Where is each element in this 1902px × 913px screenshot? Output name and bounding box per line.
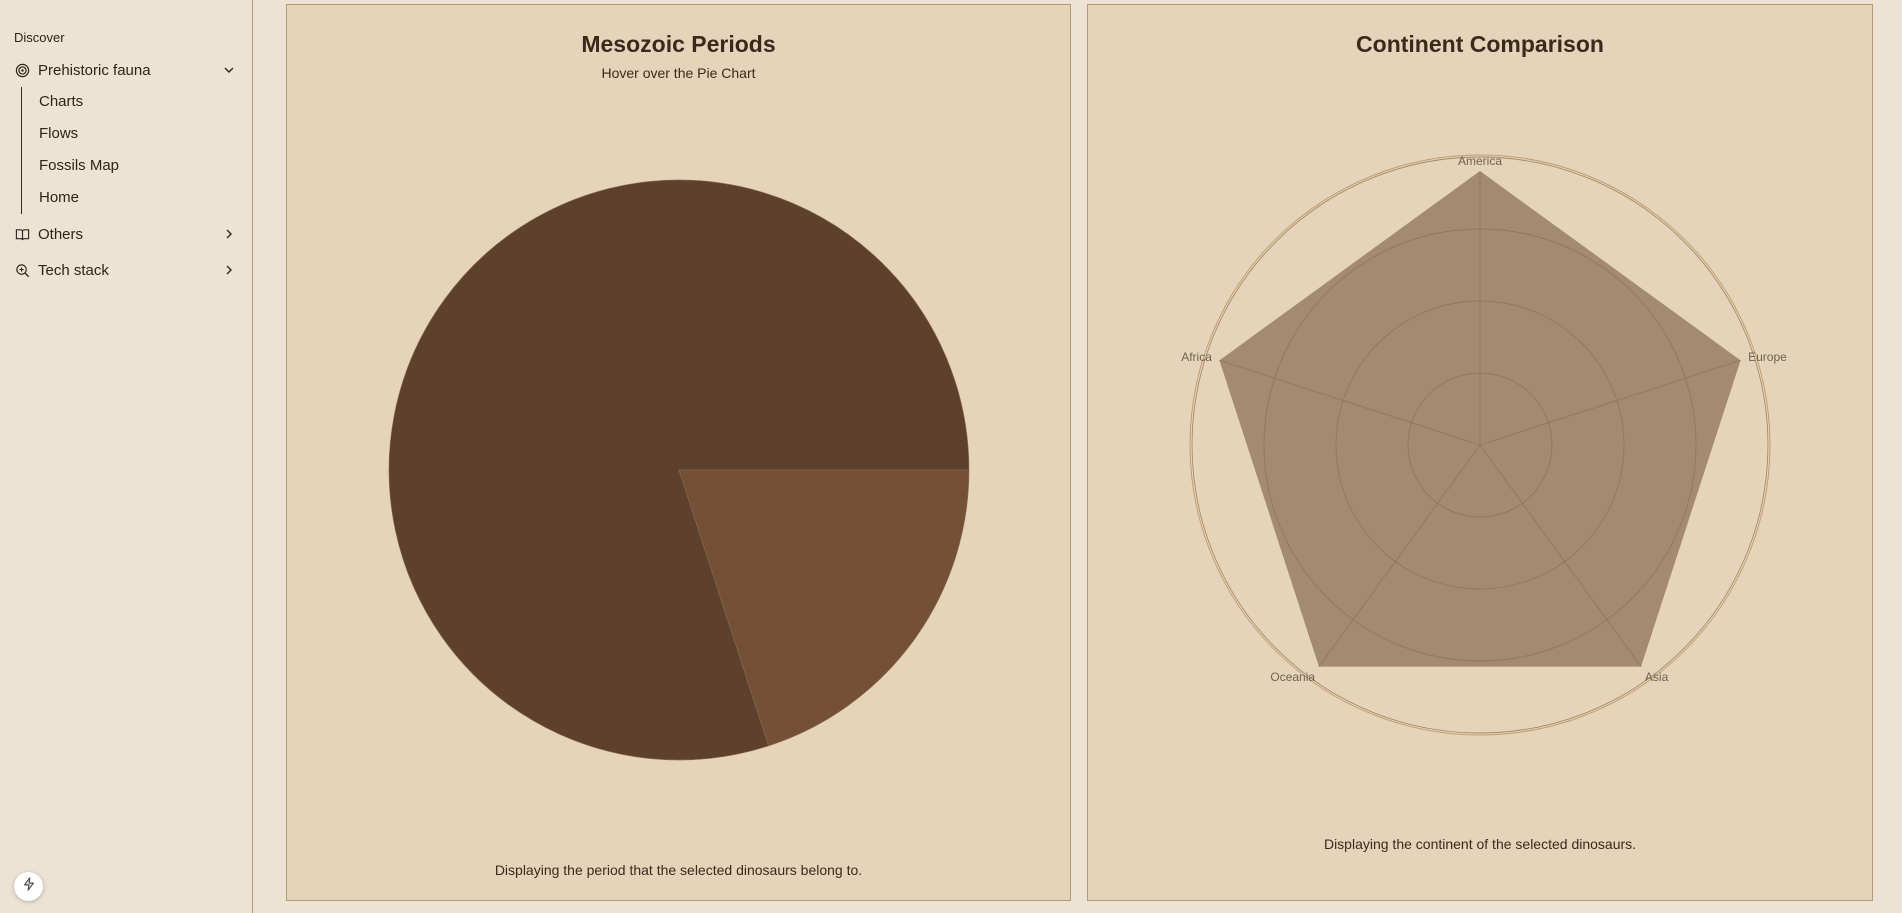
sidebar-item-tech-stack[interactable]: Tech stack	[14, 257, 236, 283]
pie-chart	[388, 179, 970, 761]
book-icon	[14, 226, 30, 242]
card-title: Mesozoic Periods	[581, 31, 776, 57]
sidebar-item-label: Tech stack	[38, 261, 109, 279]
radar-axis-label: Asia	[1645, 670, 1669, 684]
sidebar: Discover Prehistoric fauna Charts Flows …	[0, 0, 253, 913]
pie-slice[interactable]	[678, 469, 970, 747]
sidebar-item-prehistoric-fauna[interactable]: Prehistoric fauna	[14, 57, 236, 83]
devtools-button[interactable]	[14, 872, 43, 901]
radar-axis-label: Europe	[1748, 350, 1787, 364]
sidebar-group-label: Discover	[14, 30, 65, 45]
chevron-right-icon[interactable]	[222, 227, 236, 241]
card-subtitle: Hover over the Pie Chart	[601, 65, 756, 81]
sidebar-item-label: Prehistoric fauna	[38, 61, 151, 79]
radar-spoke	[1219, 359, 1481, 446]
sidebar-item-label: Others	[38, 225, 84, 243]
chevron-right-icon[interactable]	[222, 263, 236, 277]
sidebar-subitem-home[interactable]: Home	[39, 189, 80, 206]
radar-spoke	[1318, 444, 1481, 667]
radar-axis-label: America	[1458, 154, 1502, 168]
radar-axis-label: Africa	[1181, 350, 1212, 364]
lightning-icon	[22, 877, 36, 896]
chevron-down-icon[interactable]	[222, 63, 236, 77]
radar-spoke	[1479, 359, 1741, 446]
sidebar-subitem-flows[interactable]: Flows	[39, 125, 79, 142]
sidebar-subitem-charts[interactable]: Charts	[39, 93, 84, 110]
radar-grid-ring	[1191, 156, 1769, 734]
spiral-icon	[14, 62, 30, 78]
sidebar-item-others[interactable]: Others	[14, 221, 236, 247]
radar-spoke	[1479, 444, 1642, 667]
radar-axis-label: Oceania	[1270, 670, 1315, 684]
sidebar-subitem-fossils-map[interactable]: Fossils Map	[39, 157, 120, 174]
pie-chart-card: Mesozoic Periods Hover over the Pie Char…	[286, 4, 1071, 901]
radar-chart: America Europe Asia Oceania Africa	[1181, 154, 1787, 736]
submenu-divider	[21, 87, 22, 214]
card-footer: Displaying the period that the selected …	[494, 862, 863, 878]
card-title: Continent Comparison	[1356, 31, 1604, 57]
radar-outer-ring	[1189, 154, 1771, 736]
radar-chart-card: Continent Comparison America Europe Asia Oc…	[1087, 4, 1873, 901]
card-footer: Displaying the continent of the selected…	[1323, 836, 1637, 852]
search-zoom-icon	[14, 262, 30, 278]
